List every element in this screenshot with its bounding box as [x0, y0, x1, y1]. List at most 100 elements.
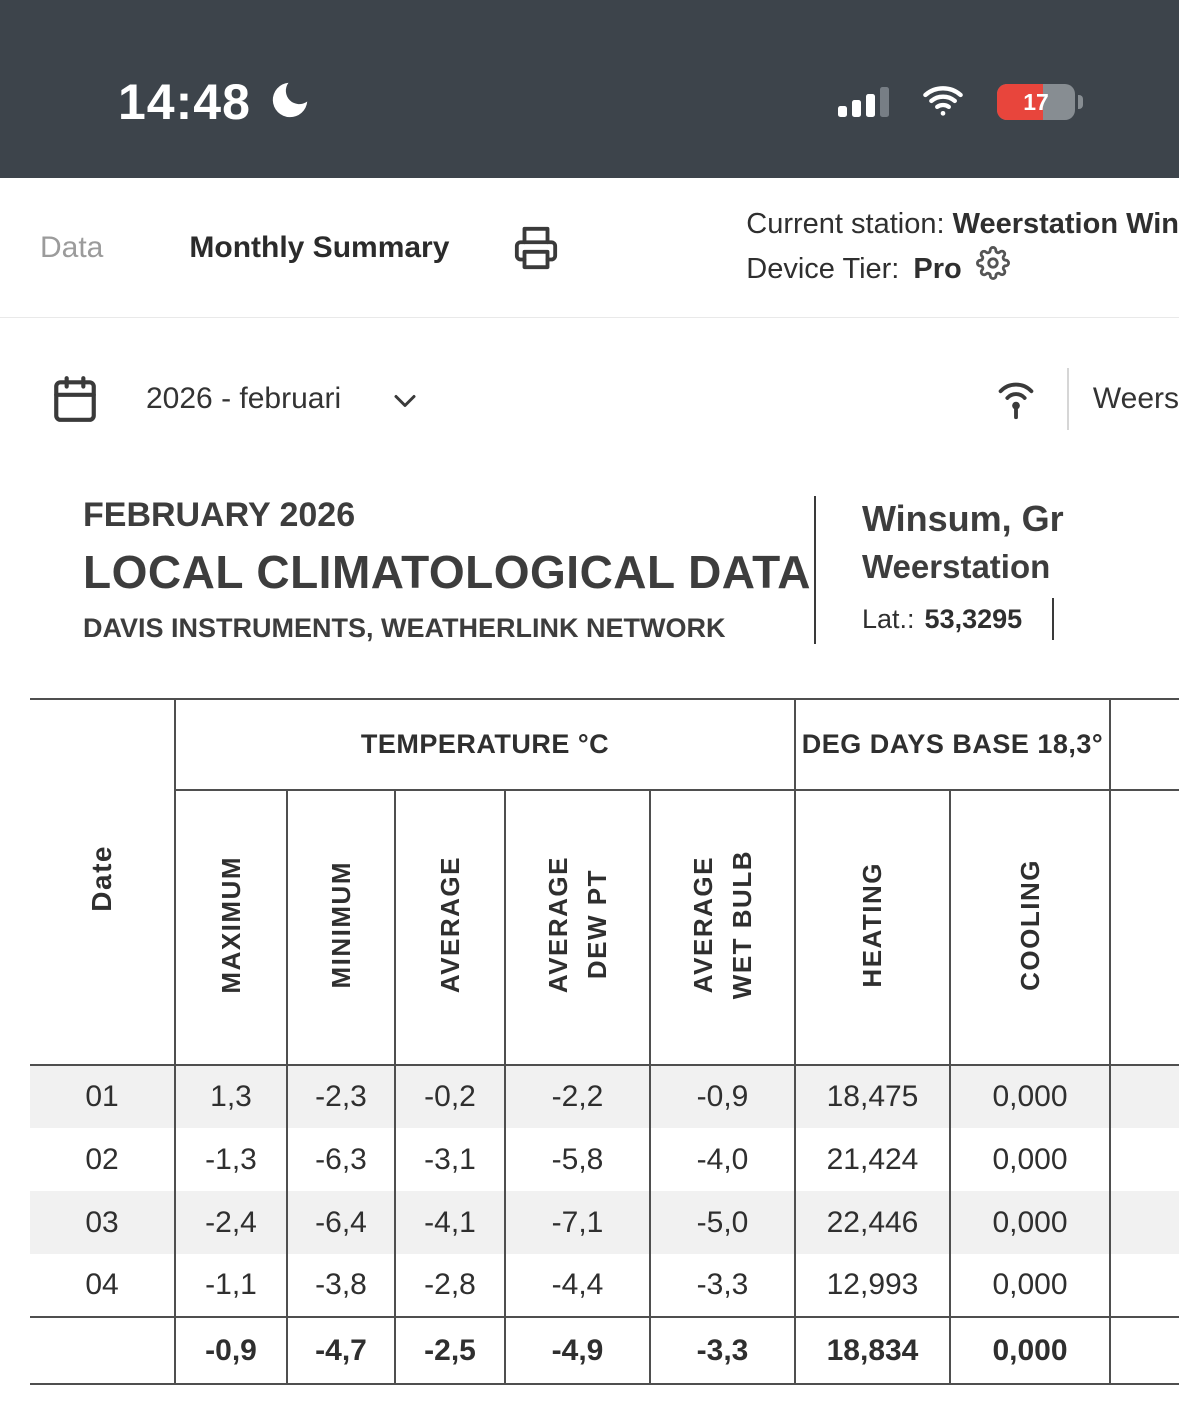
min-cell: -3,8	[287, 1254, 395, 1317]
lat-label: Lat.:	[862, 604, 915, 635]
device-tier-value: Pro	[913, 248, 961, 290]
report-month: FEBRUARY 2026	[83, 496, 814, 535]
table-row: 02 -1,3 -6,3 -3,1 -5,8 -4,0 21,424 0,000	[30, 1128, 1179, 1191]
date-cell: 03	[30, 1191, 175, 1254]
station-info: Current station: Weerstation Win Device …	[746, 203, 1179, 291]
table-row: 01 1,3 -2,3 -0,2 -2,2 -0,9 18,475 0,000	[30, 1065, 1179, 1128]
battery-icon: 17	[997, 84, 1083, 120]
report-station: Weerstation	[862, 548, 1064, 586]
date-cell: 02	[30, 1128, 175, 1191]
current-station-line: Current station: Weerstation Win	[746, 203, 1179, 245]
current-station-label: Current station:	[746, 208, 944, 240]
heating-cell: 18,475	[795, 1065, 950, 1128]
station-short-label: Weers	[1093, 382, 1179, 416]
date-cell: 01	[30, 1065, 175, 1128]
print-button[interactable]	[513, 225, 559, 271]
report-latitude: Lat.: 53,3295	[862, 598, 1064, 640]
station-selector[interactable]: Weers	[989, 368, 1179, 430]
max-cell: -1,1	[175, 1254, 287, 1317]
station-signal-icon	[989, 372, 1043, 427]
col-header-avg-wet-bulb: AVERAGE WET BULB	[650, 790, 795, 1065]
col-header-average: AVERAGE	[395, 790, 505, 1065]
cooling-cell: 0,000	[950, 1065, 1110, 1128]
col-header-cooling: COOLING	[950, 790, 1110, 1065]
partial-cell	[1110, 1191, 1179, 1254]
max-cell: -1,3	[175, 1128, 287, 1191]
min-cell: -6,4	[287, 1191, 395, 1254]
report-header: FEBRUARY 2026 LOCAL CLIMATOLOGICAL DATA …	[0, 496, 1179, 644]
status-time-group: 14:48	[118, 73, 313, 131]
summary-max: -0,9	[175, 1317, 287, 1383]
report-title: LOCAL CLIMATOLOGICAL DATA	[83, 545, 814, 599]
table-row: 03 -2,4 -6,4 -4,1 -7,1 -5,0 22,446 0,000	[30, 1191, 1179, 1254]
summary-cooling: 0,000	[950, 1317, 1110, 1383]
wifi-icon	[919, 80, 967, 125]
avg-cell: -3,1	[395, 1128, 505, 1191]
cellular-signal-icon	[838, 87, 889, 117]
current-station-value: Weerstation Win	[953, 208, 1179, 240]
lat-divider	[1052, 598, 1054, 640]
summary-min: -4,7	[287, 1317, 395, 1383]
summary-date-cell	[30, 1317, 175, 1383]
nav-title-monthly-summary[interactable]: Monthly Summary	[189, 231, 449, 265]
summary-wet: -3,3	[650, 1317, 795, 1383]
heating-cell: 22,446	[795, 1191, 950, 1254]
device-tier-line: Device Tier: Pro	[746, 246, 1179, 292]
col-header-heating: HEATING	[795, 790, 950, 1065]
wet-cell: -0,9	[650, 1065, 795, 1128]
status-bar: 14:48 17	[0, 0, 1179, 178]
max-cell: 1,3	[175, 1065, 287, 1128]
toolbar: 2026 - februari Weers	[0, 318, 1179, 430]
max-cell: -2,4	[175, 1191, 287, 1254]
dew-cell: -4,4	[505, 1254, 650, 1317]
nav-item-data[interactable]: Data	[40, 231, 103, 265]
battery-nub	[1078, 95, 1083, 109]
settings-button[interactable]	[976, 246, 1010, 292]
dew-cell: -2,2	[505, 1065, 650, 1128]
report-header-left: FEBRUARY 2026 LOCAL CLIMATOLOGICAL DATA …	[0, 496, 814, 644]
group-header-temperature: TEMPERATURE °C	[175, 700, 795, 790]
summary-avg: -2,5	[395, 1317, 505, 1383]
cooling-cell: 0,000	[950, 1191, 1110, 1254]
dew-cell: -7,1	[505, 1191, 650, 1254]
avg-cell: -0,2	[395, 1065, 505, 1128]
status-icons: 17	[838, 80, 1083, 125]
heating-cell: 12,993	[795, 1254, 950, 1317]
partial-cell	[1110, 1254, 1179, 1317]
min-cell: -2,3	[287, 1065, 395, 1128]
summary-dew: -4,9	[505, 1317, 650, 1383]
date-cell: 04	[30, 1254, 175, 1317]
gear-icon	[976, 246, 1010, 280]
device-tier-label: Device Tier:	[746, 248, 899, 290]
col-header-maximum: MAXIMUM	[175, 790, 287, 1065]
clock: 14:48	[118, 73, 251, 131]
min-cell: -6,3	[287, 1128, 395, 1191]
dew-cell: -5,8	[505, 1128, 650, 1191]
col-header-avg-dew-pt: AVERAGE DEW PT	[505, 790, 650, 1065]
chevron-down-icon	[387, 383, 423, 424]
wet-cell: -5,0	[650, 1191, 795, 1254]
cooling-cell: 0,000	[950, 1254, 1110, 1317]
battery-percent: 17	[997, 84, 1075, 120]
app-nav-bar: Data Monthly Summary Current station: We…	[0, 178, 1179, 318]
group-header-partial	[1110, 700, 1179, 790]
summary-row: -0,9 -4,7 -2,5 -4,9 -3,3 18,834 0,000	[30, 1317, 1179, 1383]
cooling-cell: 0,000	[950, 1128, 1110, 1191]
summary-heating: 18,834	[795, 1317, 950, 1383]
heating-cell: 21,424	[795, 1128, 950, 1191]
summary-partial	[1110, 1317, 1179, 1383]
period-label: 2026 - februari	[146, 382, 341, 416]
avg-cell: -4,1	[395, 1191, 505, 1254]
vertical-divider	[1067, 368, 1069, 430]
table-row: 04 -1,1 -3,8 -2,8 -4,4 -3,3 12,993 0,000	[30, 1254, 1179, 1317]
climatological-table: Date TEMPERATURE °C DEG DAYS BASE 18,3° …	[30, 698, 1179, 1385]
wet-cell: -4,0	[650, 1128, 795, 1191]
partial-cell	[1110, 1128, 1179, 1191]
col-header-minimum: MINIMUM	[287, 790, 395, 1065]
group-header-deg-days: DEG DAYS BASE 18,3°	[795, 700, 1110, 790]
wet-cell: -3,3	[650, 1254, 795, 1317]
month-picker[interactable]: 2026 - februari	[50, 374, 423, 424]
date-column-header: Date	[30, 700, 175, 1065]
col-header-partial	[1110, 790, 1179, 1065]
calendar-icon	[50, 374, 100, 424]
